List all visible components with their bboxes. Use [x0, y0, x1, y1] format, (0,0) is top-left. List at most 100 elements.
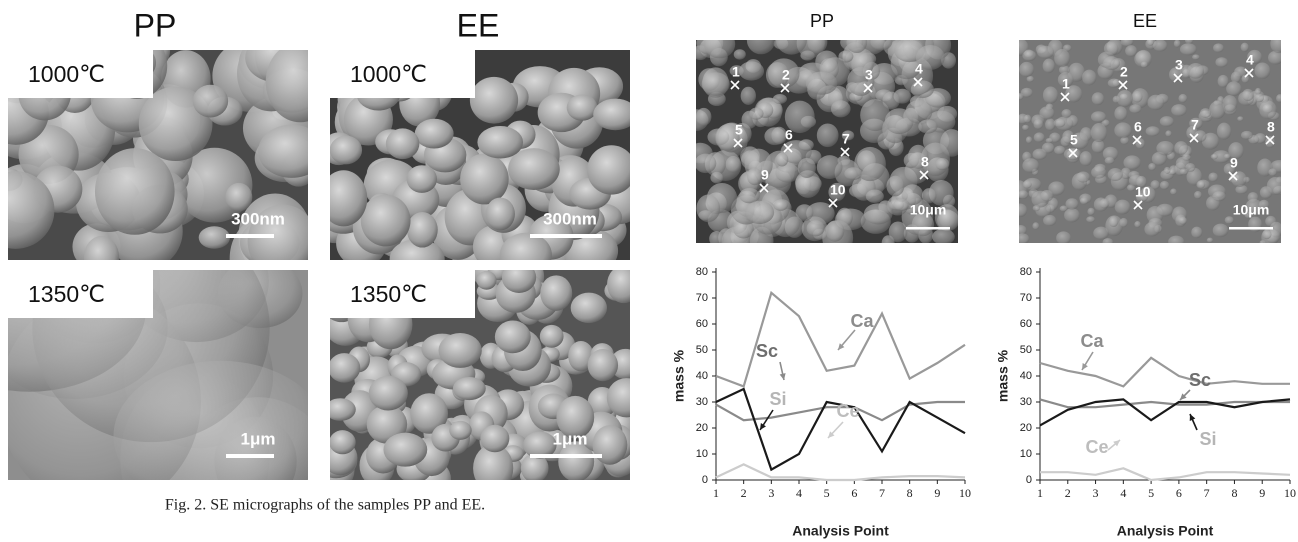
grain	[911, 80, 934, 98]
y-tick-label: 30	[1020, 396, 1032, 408]
grain	[1119, 218, 1127, 227]
grain	[864, 203, 893, 224]
grain	[704, 30, 735, 58]
grain	[1164, 167, 1170, 174]
grain	[95, 148, 175, 235]
grain	[1270, 34, 1287, 53]
grain	[1180, 43, 1197, 55]
grain	[1268, 51, 1284, 65]
scale-bar	[226, 234, 274, 238]
grain	[1033, 149, 1047, 160]
y-tick-label: 50	[696, 344, 708, 356]
grain	[266, 42, 335, 122]
grain	[1033, 205, 1040, 211]
grain	[831, 100, 851, 117]
label-arrowhead	[780, 373, 786, 380]
series-label: Ca	[850, 311, 874, 331]
grain	[739, 61, 764, 80]
grain	[1168, 236, 1184, 248]
grain	[1171, 104, 1187, 116]
grain	[1109, 216, 1118, 227]
grain	[415, 119, 454, 149]
point-label: 9	[1230, 155, 1238, 171]
grain	[1141, 61, 1148, 67]
grain	[1213, 43, 1224, 52]
grain	[1194, 191, 1202, 199]
point-label: 10	[1135, 184, 1151, 200]
grain	[749, 108, 763, 120]
point-label: 7	[1191, 117, 1199, 133]
point-label: 4	[915, 61, 923, 77]
grain	[1182, 154, 1191, 160]
grain	[1160, 181, 1169, 190]
grain	[798, 158, 816, 178]
grain	[383, 433, 427, 467]
grain	[1147, 38, 1154, 46]
grain	[1129, 104, 1141, 113]
grain	[1054, 146, 1065, 155]
point-label: 6	[785, 127, 793, 143]
grain	[807, 220, 825, 236]
temperature-label: 1000℃	[350, 61, 427, 87]
grain	[1144, 222, 1160, 236]
grain	[460, 154, 509, 205]
y-tick-label: 0	[1026, 474, 1032, 486]
grain	[695, 154, 717, 174]
column-title: PP	[134, 7, 177, 43]
grain	[607, 378, 646, 417]
x-tick-label: 9	[1259, 486, 1265, 500]
grain	[1259, 101, 1277, 120]
y-tick-label: 60	[1020, 318, 1032, 330]
grain	[199, 226, 230, 249]
grain	[1054, 119, 1066, 128]
grain	[540, 275, 572, 310]
grain	[739, 188, 760, 203]
grain	[1046, 138, 1053, 143]
grain	[776, 25, 807, 54]
grain	[1041, 190, 1054, 201]
grain	[1248, 217, 1262, 233]
x-tick-label: 7	[1204, 486, 1210, 500]
grain	[1043, 59, 1055, 73]
micrograph-title: EE	[1133, 11, 1157, 31]
grain	[1267, 177, 1284, 195]
point-label: 7	[842, 131, 850, 147]
grain	[1087, 208, 1094, 216]
scale-bar-label: 10μm	[910, 202, 947, 218]
grain	[1123, 155, 1140, 169]
scale-bar	[530, 234, 602, 238]
grain	[540, 325, 564, 348]
point-label: 2	[782, 67, 790, 83]
grain	[330, 136, 362, 165]
grain	[1241, 43, 1249, 52]
point-label: 8	[1267, 119, 1275, 135]
y-tick-label: 70	[696, 292, 708, 304]
x-tick-label: 1	[713, 486, 719, 500]
grain	[702, 72, 730, 96]
grain	[1213, 224, 1229, 237]
grain	[1192, 54, 1200, 59]
grain	[1092, 92, 1104, 105]
grain	[1197, 181, 1205, 189]
grain	[1086, 216, 1095, 222]
grain	[1165, 130, 1171, 136]
grain	[696, 195, 720, 223]
grain	[774, 200, 788, 211]
grain	[1056, 231, 1071, 244]
grain	[1156, 141, 1174, 155]
scale-bar-label: 10μm	[1233, 202, 1270, 218]
series-line	[1040, 468, 1290, 480]
x-tick-label: 6	[1176, 486, 1182, 500]
micrograph	[0, 214, 335, 542]
figure: PP EE Fig. 2. SE micrographs of the samp…	[0, 0, 1298, 542]
grain	[1237, 116, 1243, 121]
x-tick-label: 7	[879, 486, 885, 500]
grain	[1022, 158, 1039, 172]
grain	[893, 199, 909, 211]
point-label: 3	[1175, 57, 1183, 73]
grain	[1268, 168, 1276, 176]
grain	[1231, 171, 1246, 187]
y-tick-label: 10	[1020, 448, 1032, 460]
grain	[193, 85, 228, 118]
grain	[882, 92, 899, 110]
